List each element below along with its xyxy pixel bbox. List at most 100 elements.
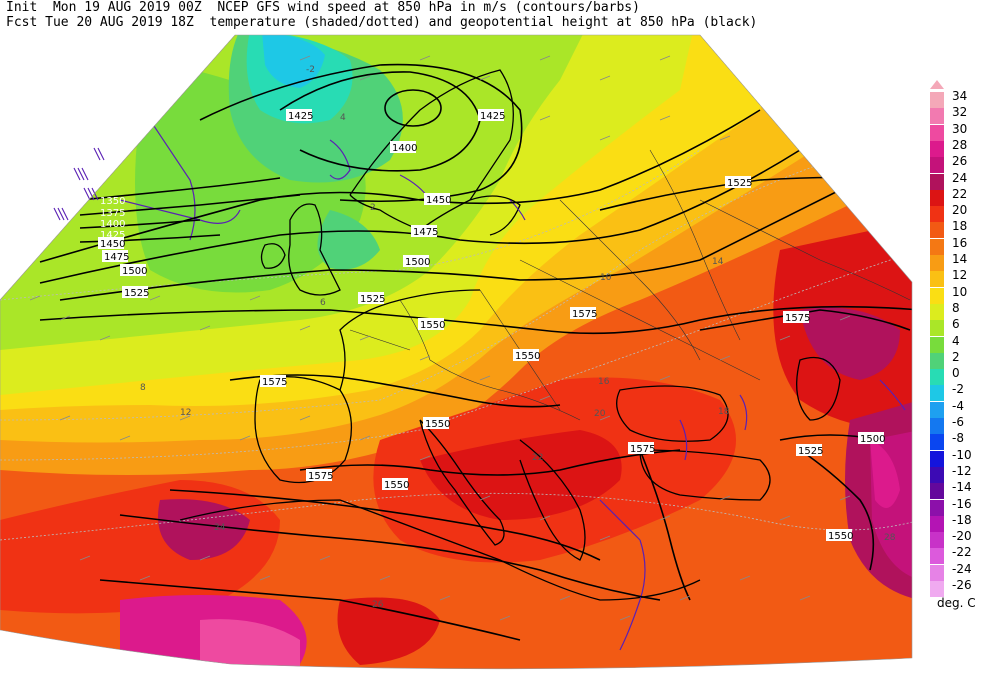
legend-swatch <box>930 499 944 516</box>
legend-swatch <box>930 238 944 255</box>
temperature-legend: 34 32 30 28 26 24 22 20 18 16 14 12 10 8 6 4 2 0 -2 -4 -6 -8-… <box>930 80 1000 648</box>
height-label: 1550 <box>420 320 445 331</box>
legend-swatch <box>930 352 944 369</box>
legend-swatch <box>930 108 944 125</box>
temperature-shading <box>0 35 912 669</box>
legend-label: 8 <box>952 300 960 315</box>
legend-swatch <box>930 157 944 174</box>
temp-label: 16 <box>598 377 610 387</box>
height-label: 1500 <box>122 266 147 277</box>
height-label: 1375 <box>100 208 125 219</box>
height-label: 1400 <box>100 219 125 230</box>
legend-swatch <box>930 466 944 483</box>
legend-label: 18 <box>952 219 968 234</box>
legend-label: -26 <box>952 578 972 592</box>
header-init-line: Init Mon 19 AUG 2019 00Z NCEP GFS wind s… <box>6 0 640 15</box>
height-label: 1425 <box>288 111 313 122</box>
height-label: 1425 <box>480 111 505 122</box>
legend-swatch <box>930 140 944 157</box>
legend-label: 6 <box>952 317 960 332</box>
legend-swatch <box>930 401 944 418</box>
legend-swatch <box>930 532 944 549</box>
legend-swatch <box>930 173 944 190</box>
legend-label: 26 <box>952 154 968 169</box>
legend-swatch <box>930 222 944 239</box>
legend-swatch <box>930 320 944 337</box>
temperature-labels: -2 2 4 6 8 10 12 14 16 18 20 22 24 26 28 <box>140 65 896 610</box>
temp-label: 26 <box>372 600 384 610</box>
legend-label: -14 <box>952 480 972 495</box>
height-label: 1475 <box>413 227 438 238</box>
temp-label: 4 <box>340 113 346 123</box>
height-label: 1450 <box>426 195 451 206</box>
weather-map: 1425 1400 1425 1450 1475 1500 1525 1550 … <box>0 34 913 670</box>
legend-label: 10 <box>952 284 968 299</box>
height-label: 1450 <box>100 239 125 250</box>
legend-swatch <box>930 92 944 108</box>
temp-label: 2 <box>370 203 376 213</box>
legend-swatch <box>930 581 944 597</box>
temp-label: 10 <box>600 273 612 283</box>
height-contours <box>39 63 912 641</box>
legend-swatch <box>930 483 944 500</box>
height-label: 1575 <box>308 471 333 482</box>
legend-label: 20 <box>952 203 968 218</box>
legend-label: 14 <box>952 252 968 266</box>
temp-label: 12 <box>180 408 191 418</box>
header-forecast-line: Fcst Tue 20 AUG 2019 18Z temperature (sh… <box>6 15 758 30</box>
legend-swatch <box>930 548 944 565</box>
legend-label: -2 <box>952 382 964 397</box>
temp-label: 6 <box>320 298 326 308</box>
legend-swatch <box>930 336 944 353</box>
height-label: 1525 <box>360 294 385 305</box>
legend-swatch <box>930 515 944 532</box>
legend-label: 0 <box>952 366 960 381</box>
legend-label: -24 <box>952 561 972 576</box>
legend-label: -20 <box>952 529 972 544</box>
legend-label: 12 <box>952 268 968 283</box>
temp-label: 8 <box>140 383 146 393</box>
height-label: 1575 <box>785 313 810 324</box>
legend-label: -22 <box>952 545 972 560</box>
height-label: 1525 <box>727 178 752 189</box>
coastlines <box>179 69 841 601</box>
height-label: 1550 <box>384 480 409 491</box>
legend-label: 30 <box>952 121 968 136</box>
legend-swatch <box>930 303 944 320</box>
legend-label: 22 <box>952 186 968 201</box>
height-label: 1575 <box>262 377 287 388</box>
height-label: 1575 <box>572 309 597 320</box>
legend-label: 4 <box>952 333 960 348</box>
legend-swatch <box>930 271 944 288</box>
height-label: 1525 <box>124 288 149 299</box>
legend-label: 28 <box>952 137 968 152</box>
height-labels: 1425 1400 1425 1450 1475 1500 1525 1550 … <box>98 109 885 542</box>
legend-label: 24 <box>952 170 968 185</box>
height-label: 1550 <box>828 531 853 542</box>
legend-swatch <box>930 434 944 451</box>
temp-label: 24 <box>214 523 226 533</box>
height-label: 1550 <box>515 351 540 362</box>
legend-label: -18 <box>952 512 972 527</box>
legend-swatch <box>930 206 944 223</box>
temp-label: 14 <box>712 257 724 267</box>
legend-swatch <box>930 189 944 206</box>
wind-barbs <box>29 55 851 621</box>
map-border <box>0 34 913 670</box>
legend-swatch <box>930 124 944 141</box>
legend-swatch <box>930 287 944 304</box>
legend-label: -4 <box>952 398 964 413</box>
height-label: 1550 <box>425 419 450 430</box>
legend-units: deg. C <box>937 596 976 610</box>
legend-label: -6 <box>952 415 964 429</box>
height-label: 1400 <box>392 143 417 154</box>
legend-label: -12 <box>952 463 972 478</box>
height-label: 1575 <box>630 444 655 455</box>
temp-label: 28 <box>884 533 896 543</box>
height-label: 1525 <box>798 446 823 457</box>
legend-label: 32 <box>952 105 968 120</box>
legend-swatch <box>930 255 944 271</box>
height-label: 1350 <box>100 196 125 207</box>
temp-label: 18 <box>718 407 730 417</box>
legend-label: -10 <box>952 447 972 462</box>
